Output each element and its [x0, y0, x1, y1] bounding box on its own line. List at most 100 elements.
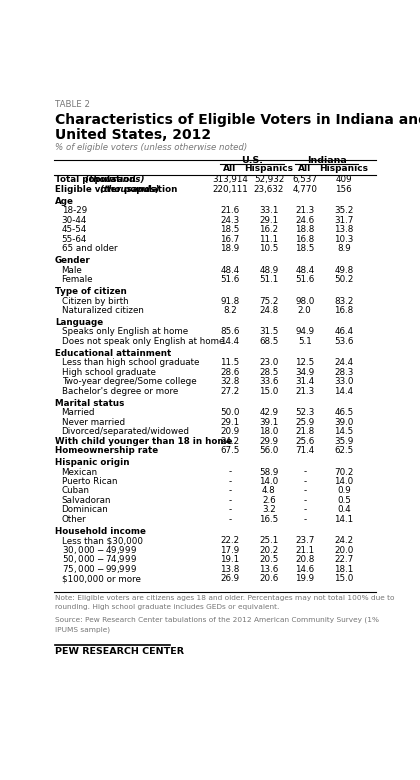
Text: 13.6: 13.6 [259, 565, 278, 574]
Text: 25.6: 25.6 [295, 437, 315, 445]
Text: 23,632: 23,632 [254, 185, 284, 194]
Text: 48.4: 48.4 [295, 266, 315, 275]
Text: 5.1: 5.1 [298, 337, 312, 346]
Text: 18.5: 18.5 [220, 225, 239, 234]
Text: 85.6: 85.6 [220, 328, 239, 336]
Text: 8.2: 8.2 [223, 306, 237, 315]
Text: Naturalized citizen: Naturalized citizen [62, 306, 144, 315]
Text: 31.7: 31.7 [334, 216, 354, 225]
Text: 220,111: 220,111 [212, 185, 248, 194]
Text: 13.8: 13.8 [220, 565, 239, 574]
Text: 46.4: 46.4 [334, 328, 353, 336]
Text: 83.2: 83.2 [334, 296, 354, 306]
Text: High school graduate: High school graduate [62, 368, 155, 377]
Text: 62.5: 62.5 [334, 446, 354, 455]
Text: 29.1: 29.1 [260, 216, 278, 225]
Text: Household income: Household income [55, 526, 146, 536]
Text: Eligible voter population: Eligible voter population [55, 185, 178, 194]
Text: 65 and older: 65 and older [62, 244, 117, 254]
Text: 58.9: 58.9 [259, 467, 278, 477]
Text: $30,000-$49,999: $30,000-$49,999 [62, 544, 136, 556]
Text: 34.9: 34.9 [295, 368, 315, 377]
Text: $75,000-$99,999: $75,000-$99,999 [62, 563, 136, 575]
Text: Dominican: Dominican [62, 505, 108, 515]
Text: Other: Other [62, 515, 87, 524]
Text: 94.9: 94.9 [295, 328, 314, 336]
Text: 21.8: 21.8 [295, 427, 315, 436]
Text: 22.7: 22.7 [334, 555, 354, 564]
Text: 20.6: 20.6 [259, 574, 278, 583]
Text: 23.7: 23.7 [295, 537, 315, 545]
Text: Hispanics: Hispanics [244, 164, 294, 173]
Text: -: - [228, 496, 231, 505]
Text: 21.3: 21.3 [295, 207, 315, 215]
Text: Does not speak only English at home: Does not speak only English at home [62, 337, 224, 346]
Text: 14.0: 14.0 [259, 477, 278, 486]
Text: Type of citizen: Type of citizen [55, 287, 127, 296]
Text: 20.0: 20.0 [334, 546, 354, 555]
Text: 45-54: 45-54 [62, 225, 87, 234]
Text: 20.2: 20.2 [259, 546, 278, 555]
Text: 31.4: 31.4 [295, 378, 315, 386]
Text: Total population: Total population [55, 176, 136, 185]
Text: 35.2: 35.2 [334, 207, 354, 215]
Text: Indiana: Indiana [307, 156, 346, 165]
Text: 156: 156 [336, 185, 352, 194]
Text: 2.6: 2.6 [262, 496, 276, 505]
Text: 19.9: 19.9 [295, 574, 314, 583]
Text: 53.6: 53.6 [334, 337, 354, 346]
Text: Hispanic origin: Hispanic origin [55, 458, 130, 467]
Text: Divorced/separated/widowed: Divorced/separated/widowed [62, 427, 189, 436]
Text: Marital status: Marital status [55, 399, 124, 408]
Text: -: - [303, 477, 306, 486]
Text: 4,770: 4,770 [292, 185, 317, 194]
Text: 67.5: 67.5 [220, 446, 239, 455]
Text: 29.1: 29.1 [220, 417, 239, 427]
Text: 14.4: 14.4 [220, 337, 239, 346]
Text: Age: Age [55, 197, 74, 206]
Text: IPUMS sample): IPUMS sample) [55, 626, 110, 633]
Text: -: - [303, 515, 306, 524]
Text: 15.0: 15.0 [259, 387, 278, 395]
Text: Married: Married [62, 408, 95, 417]
Text: 14.0: 14.0 [334, 477, 354, 486]
Text: 24.8: 24.8 [259, 306, 278, 315]
Text: -: - [303, 487, 306, 495]
Text: 25.1: 25.1 [259, 537, 278, 545]
Text: Note: Eligible voters are citizens ages 18 and older. Percentages may not total : Note: Eligible voters are citizens ages … [55, 595, 395, 601]
Text: 51.6: 51.6 [220, 275, 239, 284]
Text: 21.1: 21.1 [295, 546, 314, 555]
Text: -: - [228, 467, 231, 477]
Text: 24.2: 24.2 [220, 437, 239, 445]
Text: 14.5: 14.5 [334, 427, 354, 436]
Text: 26.9: 26.9 [220, 574, 239, 583]
Text: 56.0: 56.0 [259, 446, 278, 455]
Text: 16.7: 16.7 [220, 235, 239, 244]
Text: 50.2: 50.2 [334, 275, 354, 284]
Text: 8.9: 8.9 [337, 244, 351, 254]
Text: Mexican: Mexican [62, 467, 98, 477]
Text: Speaks only English at home: Speaks only English at home [62, 328, 188, 336]
Text: 24.6: 24.6 [295, 216, 314, 225]
Text: 24.2: 24.2 [334, 537, 353, 545]
Text: 14.6: 14.6 [295, 565, 314, 574]
Text: 16.5: 16.5 [259, 515, 278, 524]
Text: 6,537: 6,537 [292, 176, 317, 185]
Text: 20.8: 20.8 [295, 555, 315, 564]
Text: 20.5: 20.5 [259, 555, 278, 564]
Text: 35.9: 35.9 [334, 437, 354, 445]
Text: 27.2: 27.2 [220, 387, 239, 395]
Text: 68.5: 68.5 [259, 337, 278, 346]
Text: Homeownership rate: Homeownership rate [55, 446, 158, 455]
Text: Characteristics of Eligible Voters in Indiana and the: Characteristics of Eligible Voters in In… [55, 112, 420, 126]
Text: 24.4: 24.4 [334, 358, 353, 367]
Text: 16.8: 16.8 [295, 235, 315, 244]
Text: Hispanics: Hispanics [319, 164, 368, 173]
Text: 21.6: 21.6 [220, 207, 239, 215]
Text: 42.9: 42.9 [260, 408, 278, 417]
Text: With child younger than 18 in home: With child younger than 18 in home [55, 437, 233, 445]
Text: 0.9: 0.9 [337, 487, 351, 495]
Text: 17.9: 17.9 [220, 546, 239, 555]
Text: 16.8: 16.8 [334, 306, 354, 315]
Text: Salvadoran: Salvadoran [62, 496, 111, 505]
